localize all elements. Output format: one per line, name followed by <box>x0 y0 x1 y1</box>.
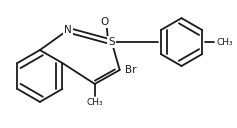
Text: Br: Br <box>125 65 136 75</box>
Text: S: S <box>108 37 115 47</box>
Text: N: N <box>64 25 72 35</box>
Text: O: O <box>100 17 109 27</box>
Text: CH₃: CH₃ <box>216 38 233 47</box>
Text: CH₃: CH₃ <box>87 98 103 107</box>
